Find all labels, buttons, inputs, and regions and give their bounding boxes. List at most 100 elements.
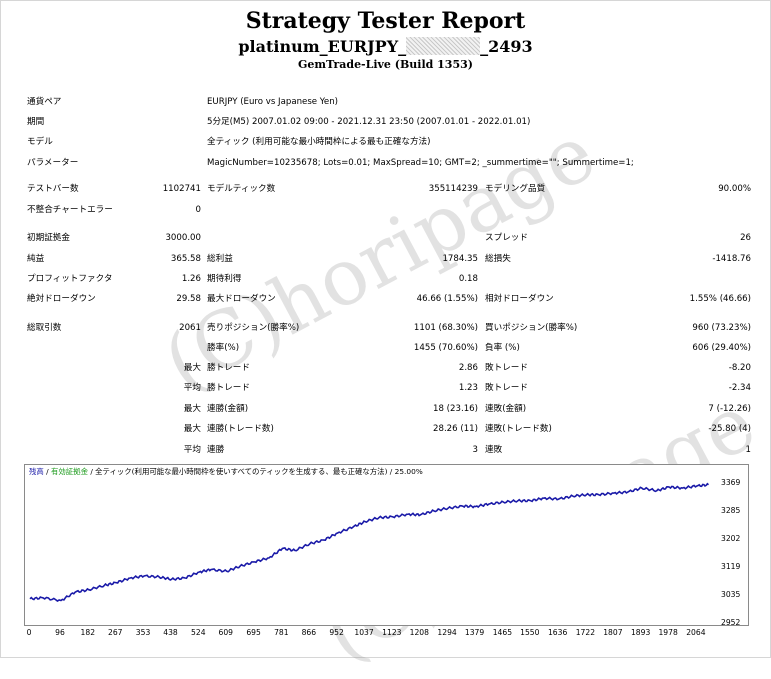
cons-loss-amt-value: 7 (-12.26) [708,404,751,414]
x-tick-label: 2064 [686,628,706,637]
expected-value: 0.18 [458,274,478,284]
row-trades: 総取引数 2061 売りポジション(勝率%) 1101 (68.30%) 買いポ… [0,320,771,336]
x-tick-label: 1722 [575,628,596,637]
win-value: 1455 (70.60%) [413,343,478,353]
y-tick-label: 3285 [721,506,741,516]
x-tick-label: 609 [218,628,234,637]
max-dd-label: 最大ドローダウン [207,294,276,304]
spread-label: スプレッド [485,233,528,243]
expert-name-suffix: _2493 [480,37,533,56]
quality-value: 90.00% [718,184,751,194]
rel-dd-label: 相対ドローダウン [485,294,554,304]
x-tick-label: 1550 [520,628,540,637]
x-tick-label: 695 [246,628,261,637]
gross-loss-value: -1418.76 [712,254,751,264]
model-label: モデル [27,137,53,147]
row-win-loss: 勝率(%) 1455 (70.60%) 負率 (%) 606 (29.40%) [0,340,771,356]
trades-label: 総取引数 [27,323,62,333]
gross-profit-label: 総利益 [207,254,233,264]
row-profit-factor: プロフィットファクタ 1.26 期待利得 0.18 [0,271,771,287]
x-tick-label: 524 [191,628,206,637]
loss-label: 負率 (%) [485,343,520,353]
pf-value: 1.26 [181,274,201,284]
y-tick-label: 3035 [721,590,741,600]
short-label: 売りポジション(勝率%) [207,323,300,333]
largest-loss-label: 敗トレード [485,363,528,373]
avg-win-label: 勝トレード [207,383,250,393]
win-label: 勝率(%) [207,343,240,353]
expected-label: 期待利得 [207,274,242,284]
x-tick-label: 182 [80,628,96,637]
abs-dd-value: 29.58 [176,294,201,304]
gross-loss-label: 総損失 [485,254,511,264]
chart-legend: 残高 / 有効証拠金 / 全ティック(利用可能な最小時間枠を使いすべてのティック… [29,466,423,477]
average-word: 平均 [183,383,201,393]
pf-label: プロフィットファクタ [27,274,113,284]
avg-cons-loss-value: 1 [745,445,751,455]
y-tick-label: 2952 [721,618,741,627]
row-net: 純益 365.58 総利益 1784.35 総損失 -1418.76 [0,251,771,267]
cons-win-amt-value: 18 (23.16) [433,404,478,414]
avg-win-value: 1.23 [458,383,478,393]
x-tick-label: 1893 [630,628,651,637]
model-value: 全ティック (利用可能な最小時間枠による最も正確な方法) [207,137,431,147]
period-label: 期間 [27,117,45,127]
y-tick-label: 3119 [721,561,741,571]
max-dd-value: 46.66 (1.55%) [416,294,478,304]
net-value: 365.58 [170,254,201,264]
bars-label: テストバー数 [27,184,79,194]
legend-equity: 有効証拠金 [51,467,88,476]
short-value: 1101 (68.30%) [413,323,478,333]
mismatch-label: 不整合チャートエラー [27,205,113,215]
quality-label: モデリング品質 [485,184,546,194]
loss-value: 606 (29.40%) [692,343,751,353]
legend-rest: / 全ティック(利用可能な最小時間枠を使いすべてのティックを生成する、最も正確な… [87,467,423,476]
mismatch-value: 0 [195,205,201,215]
largest-win-label: 勝トレード [207,363,250,373]
avg-cons-loss-label: 連敗 [485,445,503,455]
cons-win-trades-label: 連勝(トレード数) [207,424,274,434]
gross-profit-value: 1784.35 [442,254,478,264]
deposit-value: 3000.00 [165,233,201,243]
x-tick-label: 1208 [409,628,429,637]
largest-loss-value: -8.20 [728,363,751,373]
symbol-value: EURJPY (Euro vs Japanese Yen) [207,97,339,107]
trades-value: 2061 [179,323,201,333]
expert-name-prefix: platinum_EURJPY_ [238,37,407,56]
deposit-label: 初期証拠金 [27,233,70,243]
x-tick-label: 267 [108,628,123,637]
expert-name: platinum_EURJPY_ _2493 [0,37,771,56]
largest-word: 最大 [183,363,201,373]
x-tick-label: 1807 [603,628,623,637]
x-tick-label: 1123 [382,628,402,637]
row-avg-cons: 平均 連勝 3 連敗 1 [0,442,771,458]
x-tick-label: 1294 [437,628,457,637]
avg-loss-label: 敗トレード [485,383,528,393]
bars-value: 1102741 [162,184,201,194]
cons-loss-trades-label: 連敗(トレード数) [485,424,552,434]
avg-loss-value: -2.34 [728,383,751,393]
period-value: 5分足(M5) 2007.01.02 09:00 - 2021.12.31 23… [207,117,531,127]
x-tick-label: 96 [55,628,65,637]
row-average: 平均 勝トレード 1.23 敗トレード -2.34 [0,380,771,396]
row-drawdown: 絶対ドローダウン 29.58 最大ドローダウン 46.66 (1.55%) 相対… [0,291,771,307]
x-tick-label: 353 [135,628,151,637]
legend-balance: 残高 [29,467,44,476]
row-mismatch: 不整合チャートエラー 0 [0,202,771,218]
abs-dd-label: 絶対ドローダウン [27,294,96,304]
row-bars: テストバー数 1102741 モデルティック数 355114239 モデリング品… [0,181,771,197]
server-build: GemTrade-Live (Build 1353) [298,58,473,71]
row-symbol: 通貨ペア EURJPY (Euro vs Japanese Yen) [0,94,771,110]
cons-win-trades-value: 28.26 (11) [433,424,478,434]
long-label: 買いポジション(勝率%) [485,323,578,333]
y-tick-label: 3369 [721,478,741,487]
avg-cons-word: 平均 [183,445,201,455]
x-tick-label: 1037 [354,628,374,637]
cons-amount-word: 最大 [183,404,201,414]
row-model: モデル 全ティック (利用可能な最小時間枠による最も正確な方法) [0,134,771,150]
ticks-label: モデルティック数 [207,184,276,194]
params-label: パラメーター [27,158,79,168]
long-value: 960 (73.23%) [692,323,751,333]
rel-dd-value: 1.55% (46.66) [689,294,751,304]
symbol-label: 通貨ペア [27,97,62,107]
